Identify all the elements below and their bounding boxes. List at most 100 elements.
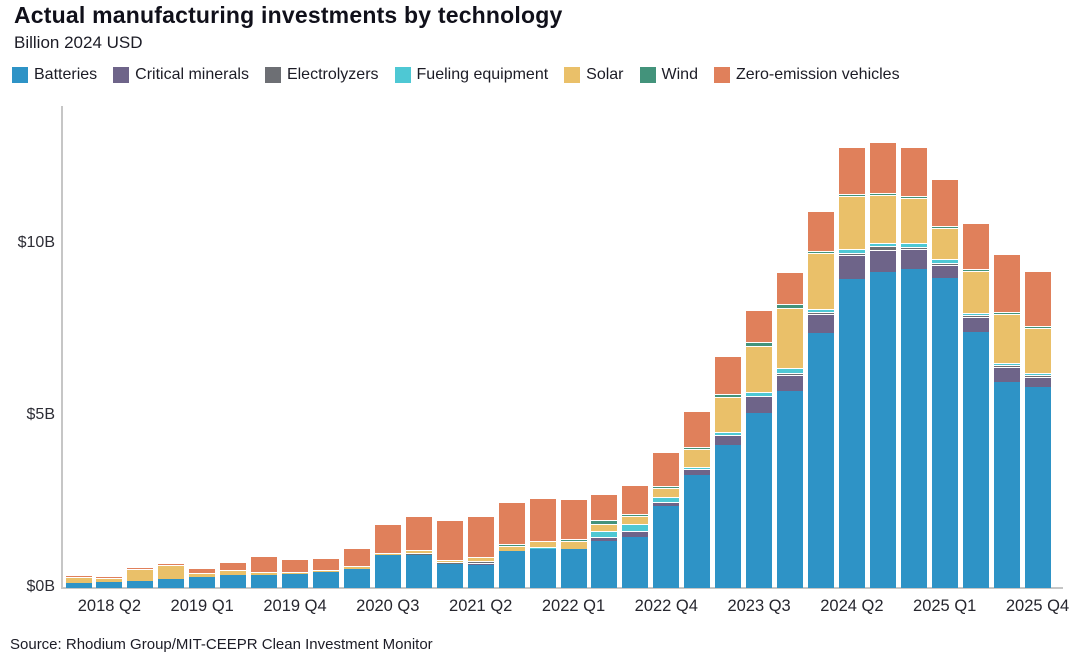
bar-segment-electrolyzers [993,365,1020,368]
bar-segment-wind [869,192,896,195]
legend: Batteries Critical minerals Electrolyzers F… [12,66,900,84]
bar-2020-q2 [343,548,370,588]
bar-segment-solar [220,570,247,576]
bar-2025-q2 [962,223,989,588]
bar-segment-zero-emission-vehicles [591,494,618,521]
legend-item-solar[interactable]: Solar [564,66,624,84]
plot-area [63,106,1053,588]
bar-segment-critical-minerals [931,265,958,278]
bar-2025-q1 [931,179,958,588]
bar-segment-solar [189,572,216,577]
bar-2018-q2 [96,576,123,588]
legend-item-critical-minerals[interactable]: Critical minerals [113,66,249,84]
bar-segment-batteries [467,564,494,588]
bar-segment-wind [777,304,803,308]
legend-item-fueling-equipment[interactable]: Fueling equipment [394,66,548,84]
x-tick-label: 2020 Q3 [356,597,420,615]
bar-2023-q1 [684,411,711,588]
bar-segment-zero-emission-vehicles [436,519,463,560]
bar-segment-zero-emission-vehicles [653,451,680,486]
bar-segment-solar [282,571,308,574]
bar-segment-solar [313,569,339,572]
bar-segment-zero-emission-vehicles [808,210,834,252]
bar-2019-q4 [282,558,308,588]
chart-subtitle: Billion 2024 USD [14,33,143,52]
bar-segment-fueling-equipment [808,309,834,313]
bar-segment-batteries [931,277,958,588]
bar-segment-zero-emission-vehicles [220,561,247,571]
x-tick-label: 2019 Q1 [170,597,234,615]
legend-swatch [264,67,281,83]
bar-segment-batteries [96,582,123,588]
bar-segment-wind [1024,326,1051,329]
bar-segment-batteries [127,581,154,588]
bar-segment-zero-emission-vehicles [96,576,123,579]
bar-2021-q3 [498,502,525,588]
y-tick-label-0b: $0B [26,578,55,595]
bar-segment-batteries [436,563,463,588]
bar-segment-batteries [715,444,742,588]
bar-segment-fueling-equipment [993,363,1020,366]
bar-segment-batteries [622,536,649,588]
bar-segment-solar [622,516,649,524]
bar-segment-solar [838,195,865,249]
chart-title: Actual manufacturing investments by tech… [14,2,563,28]
bar-segment-electrolyzers [777,373,803,376]
legend-label: Wind [661,66,698,83]
bar-segment-zero-emission-vehicles [467,515,494,557]
bar-2018-q3 [127,567,154,588]
bar-segment-batteries [158,579,185,588]
bar-segment-electrolyzers [1024,374,1051,377]
source-note: Source: Rhodium Group/MIT-CEEPR Clean In… [10,636,433,653]
bar-segment-critical-minerals [622,531,649,537]
x-tick-label: 2023 Q3 [727,597,791,615]
bar-segment-zero-emission-vehicles [962,223,989,269]
bar-segment-wind [715,394,742,398]
bar-segment-fueling-equipment [529,547,556,550]
bar-2018-q1 [65,574,92,588]
bar-segment-zero-emission-vehicles [715,356,742,395]
bar-2024-q1 [808,210,834,588]
bar-segment-solar [746,346,773,393]
bar-segment-fueling-equipment [931,258,958,264]
x-tick-label: 2022 Q1 [541,597,606,615]
bar-segment-solar [869,194,896,243]
bar-segment-critical-minerals [900,249,927,270]
bar-2022-q4 [653,451,680,588]
bar-segment-solar [560,541,587,549]
x-axis-baseline [61,587,1063,589]
legend-item-electrolyzers[interactable]: Electrolyzers [264,66,379,84]
bar-segment-electrolyzers [436,561,463,564]
bar-segment-zero-emission-vehicles [838,146,865,194]
bar-segment-batteries [653,505,680,588]
legend-item-zero-emission-vehicles[interactable]: Zero-emission vehicles [713,66,900,84]
bar-segment-fueling-equipment [591,530,618,537]
bar-segment-batteries [189,577,216,588]
bar-segment-batteries [684,474,711,588]
bar-segment-critical-minerals [467,562,494,565]
bar-segment-critical-minerals [684,468,711,475]
legend-label: Zero-emission vehicles [735,66,900,83]
bar-segment-electrolyzers [838,253,865,256]
bar-2019-q3 [251,556,278,588]
bar-segment-wind [653,485,680,488]
bar-2022-q2 [591,494,618,588]
bar-2020-q3 [374,524,401,588]
bar-segment-wind [931,225,958,228]
bar-segment-critical-minerals [993,367,1020,382]
bar-segment-fueling-equipment [777,368,803,374]
bar-segment-solar [962,270,989,313]
bar-segment-zero-emission-vehicles [374,524,401,553]
bar-segment-batteries [220,575,247,588]
legend-label: Electrolyzers [286,66,379,83]
bar-segment-solar [405,550,432,553]
legend-swatch [12,67,28,83]
bar-segment-wind [808,251,834,254]
bar-segment-zero-emission-vehicles [282,558,308,572]
bar-segment-zero-emission-vehicles [529,498,556,542]
legend-item-wind[interactable]: Wind [639,66,698,84]
bar-segment-batteries [529,549,556,588]
legend-item-batteries[interactable]: Batteries [12,66,97,84]
bar-segment-solar [777,307,803,369]
bar-segment-zero-emission-vehicles [189,568,216,573]
